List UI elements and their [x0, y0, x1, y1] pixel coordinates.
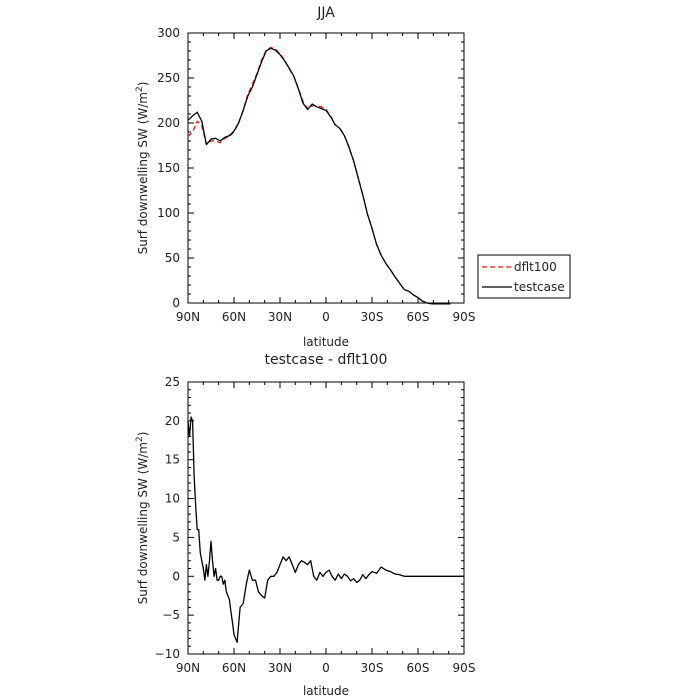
- top-x-tick-labels: 90N 60N 30N 0 30S 60S 90S: [176, 310, 476, 324]
- legend-label-testcase: testcase: [514, 280, 565, 294]
- y-tick-label: 300: [157, 26, 180, 40]
- top-axis-ticks: [187, 32, 465, 304]
- y-tick-label: 250: [157, 71, 180, 85]
- top-y-tick-labels: 0 50 100 150 200 250 300: [157, 26, 180, 310]
- bottom-x-tick-labels: 90N 60N 30N 0 30S 60S 90S: [176, 661, 476, 675]
- top-series-lines: [187, 46, 451, 305]
- top-y-axis-label-sup: 2: [135, 86, 145, 92]
- bottom-y-axis-label: Surf downwelling SW (W/m2): [135, 432, 150, 605]
- y-tick-label: −10: [155, 647, 180, 661]
- bottom-y-axis-label-main: Surf downwelling SW (W/m: [136, 442, 150, 604]
- x-tick-label: 30S: [361, 310, 384, 324]
- y-tick-label: −5: [162, 608, 180, 622]
- top-plot-frame: [187, 32, 465, 304]
- bottom-y-axis-label-sup: 2: [135, 436, 145, 442]
- bottom-axis-ticks: [187, 381, 465, 655]
- y-tick-label: 50: [165, 251, 180, 265]
- legend-box: [477, 254, 571, 299]
- x-tick-label: 90N: [176, 661, 200, 675]
- y-tick-label: 15: [165, 453, 180, 467]
- x-tick-label: 30N: [268, 310, 292, 324]
- top-chart-panel: JJA 90N 60N 30N 0 30S 60S 90S 0 50 100 150 200 250 3…: [135, 5, 571, 349]
- series-line-testcase-dflt100: [187, 416, 464, 643]
- x-tick-label: 60N: [222, 661, 246, 675]
- y-tick-label: 200: [157, 116, 180, 130]
- bottom-series-lines: [187, 416, 464, 643]
- series-line-testcase: [187, 47, 451, 305]
- top-y-axis-label-main: Surf downwelling SW (W/m: [136, 92, 150, 254]
- x-tick-label: 0: [322, 310, 330, 324]
- y-tick-label: 150: [157, 161, 180, 175]
- bottom-y-axis-label-close: ): [136, 432, 150, 437]
- y-tick-label: 20: [165, 414, 180, 428]
- y-tick-label: 0: [172, 296, 180, 310]
- bottom-y-tick-labels: −10 −5 0 5 10 15 20 25: [155, 375, 180, 661]
- top-y-axis-label-close: ): [136, 82, 150, 87]
- y-tick-label: 5: [172, 530, 180, 544]
- bottom-x-axis-label: latitude: [303, 684, 349, 698]
- bottom-chart-panel: testcase - dflt100 90N 60N 30N 0 30S 60S 90S −…: [135, 352, 475, 698]
- x-tick-label: 0: [322, 661, 330, 675]
- x-tick-label: 90S: [453, 661, 476, 675]
- legend-label-dflt100: dflt100: [514, 260, 557, 274]
- top-x-axis-label: latitude: [303, 335, 349, 349]
- y-tick-label: 25: [165, 375, 180, 389]
- series-line-dflt100: [187, 46, 451, 305]
- x-tick-label: 30N: [268, 661, 292, 675]
- x-tick-label: 90S: [453, 310, 476, 324]
- y-tick-label: 0: [172, 569, 180, 583]
- x-tick-label: 60N: [222, 310, 246, 324]
- y-tick-label: 10: [165, 492, 180, 506]
- legend: dflt100 testcase: [477, 254, 571, 299]
- y-tick-label: 100: [157, 206, 180, 220]
- top-chart-title: JJA: [316, 5, 335, 21]
- bottom-chart-title: testcase - dflt100: [265, 352, 388, 368]
- bottom-plot-frame: [187, 381, 465, 655]
- x-tick-label: 60S: [407, 661, 430, 675]
- x-tick-label: 30S: [361, 661, 384, 675]
- x-tick-label: 90N: [176, 310, 200, 324]
- top-y-axis-label: Surf downwelling SW (W/m2): [135, 82, 150, 255]
- x-tick-label: 60S: [407, 310, 430, 324]
